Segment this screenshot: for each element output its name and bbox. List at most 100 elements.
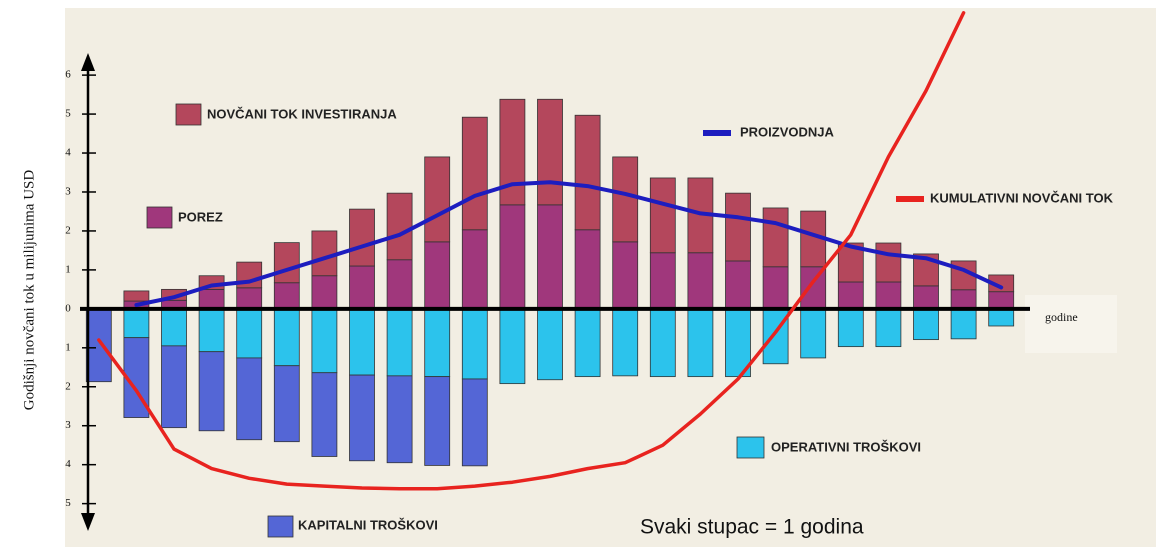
line [97, 11, 966, 491]
legend-label: KAPITALNI TROŠKOVI [298, 517, 438, 532]
y-tick-label: 4 [65, 147, 71, 159]
bar [311, 308, 338, 374]
bar [236, 357, 263, 441]
legend-swatch [736, 436, 765, 459]
bar [988, 291, 1015, 310]
bar [762, 308, 789, 365]
bar [311, 230, 338, 277]
bar [800, 308, 827, 359]
y-tick-label: 4 [65, 458, 71, 470]
y-axis-label: Godišnji novčani tok u milijunima USD [21, 170, 37, 411]
bar [837, 281, 864, 310]
bar [950, 308, 977, 340]
legend-label: OPERATIVNI TROŠKOVI [771, 439, 921, 454]
legend-swatch [267, 515, 294, 538]
bar [988, 308, 1015, 327]
bar [574, 114, 601, 231]
axis-arrow [81, 513, 95, 531]
legend-label: KUMULATIVNI NOVČANI TOK [930, 190, 1114, 205]
bar [424, 156, 451, 243]
y-tick-label: 3 [65, 419, 71, 431]
y-tick-label: 2 [65, 380, 71, 392]
bar [349, 308, 375, 376]
bar [574, 308, 601, 378]
bar [273, 242, 300, 284]
bar [386, 375, 413, 464]
bar [424, 308, 451, 378]
bar [913, 308, 939, 341]
legend-swatch [896, 196, 924, 202]
y-tick-label: 6 [65, 69, 71, 81]
bar [725, 260, 751, 310]
bar [461, 229, 488, 310]
bar [612, 241, 639, 310]
bar [537, 98, 563, 206]
bar [311, 275, 338, 310]
bar [85, 308, 112, 383]
bar [725, 308, 751, 378]
axis-arrow [81, 53, 95, 71]
bar [311, 372, 338, 457]
bar [950, 289, 977, 310]
y-tick-label: 5 [65, 108, 71, 120]
bar [649, 252, 676, 310]
bar [349, 208, 375, 267]
legend-label: PROIZVODNJA [740, 124, 835, 139]
bar [875, 242, 902, 283]
annotation: Svaki stupac = 1 godina [640, 516, 864, 539]
bar [537, 204, 563, 310]
bar [913, 285, 939, 310]
bar [161, 308, 187, 347]
bar [649, 177, 676, 254]
bar [161, 345, 187, 429]
bar [762, 266, 789, 310]
bar [123, 308, 150, 339]
bar [612, 308, 639, 377]
bar [612, 156, 639, 243]
bar [875, 281, 902, 310]
bar [386, 192, 413, 261]
legend-swatch [146, 206, 173, 229]
bar [273, 308, 300, 367]
line [134, 180, 1004, 307]
legend-swatch [175, 103, 202, 126]
bar [424, 376, 451, 466]
x-axis-label: godine [1045, 310, 1078, 324]
bar [837, 308, 864, 348]
bar [123, 290, 150, 302]
bar [687, 252, 714, 310]
bar [273, 282, 300, 310]
bar [687, 308, 714, 378]
bar [537, 308, 563, 381]
bar [649, 308, 676, 378]
bar [461, 378, 488, 467]
legend-swatch [703, 130, 731, 136]
bar [273, 365, 300, 443]
bar [574, 229, 601, 310]
legend-label: NOVČANI TOK INVESTIRANJA [207, 106, 397, 121]
bar [236, 287, 263, 310]
bar [499, 204, 526, 310]
x-label-box [1025, 295, 1117, 353]
bar [725, 192, 751, 262]
bar [349, 265, 375, 310]
y-tick-label: 5 [65, 497, 71, 509]
bar [198, 288, 225, 310]
bar [461, 116, 488, 231]
bar [499, 308, 526, 385]
y-tick-label: 3 [65, 186, 71, 198]
bar [424, 241, 451, 310]
bar [875, 308, 902, 348]
y-tick-label: 0 [65, 302, 71, 314]
bar [349, 374, 375, 462]
bar [461, 308, 488, 380]
y-tick-label: 1 [65, 341, 71, 353]
bar [762, 207, 789, 268]
bar [386, 259, 413, 310]
bar [198, 308, 225, 353]
bar [198, 351, 225, 432]
bar [236, 308, 263, 359]
y-tick-label: 1 [65, 263, 71, 275]
bar [386, 308, 413, 377]
